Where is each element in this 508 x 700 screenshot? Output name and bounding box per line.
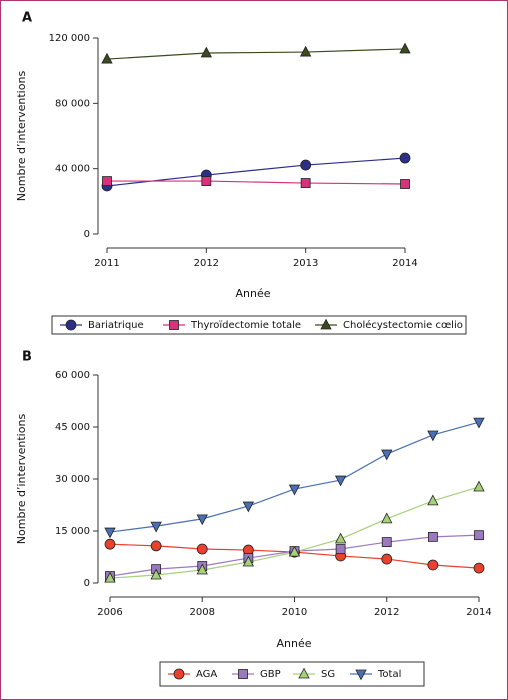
y-tick-label: 0 [84,229,90,240]
x-tick-label: 2006 [97,607,122,618]
data-point [196,514,208,526]
data-point [150,568,162,580]
data-point [334,532,347,544]
data-point [381,449,393,461]
y-axis-title: Nombre d’interventions [15,414,28,545]
data-point [196,543,208,555]
x-tick-label: 2012 [374,607,399,618]
legend-label: Thyroïdectomie totale [190,320,301,331]
panel-label: A [22,11,32,26]
data-point [381,512,393,524]
data-point [427,430,439,442]
x-tick-label: 2014 [466,607,491,618]
legend-label: GBP [260,669,281,680]
legend-label: SG [321,669,335,680]
x-axis-title: Année [276,637,311,650]
x-tick-label: 2008 [190,607,215,618]
y-tick-label: 15 000 [55,526,90,537]
series-line [109,421,480,533]
y-axis-title: Nombre d’interventions [15,71,28,202]
x-tick-label: 2011 [94,258,119,269]
legend-label: AGA [196,669,217,680]
y-tick-label: 30 000 [55,474,90,485]
legend-marker [173,668,185,680]
y-tick-label: 40 000 [55,164,90,175]
y-tick-label: 60 000 [55,370,90,381]
data-point [474,530,484,541]
data-point [150,521,162,533]
data-point [473,480,485,492]
legend [51,315,467,335]
data-point [300,159,312,171]
legend-marker [298,667,310,679]
y-tick-label: 45 000 [55,422,90,433]
data-point [334,475,347,487]
data-point [399,152,411,164]
data-point [335,544,346,554]
data-point [150,540,162,552]
x-tick-label: 2013 [293,258,318,269]
data-point [473,417,485,429]
series-line [109,486,480,579]
data-point [427,531,438,542]
data-point [473,562,485,574]
x-tick-label: 2012 [194,258,219,269]
series-line [106,48,406,60]
data-point [201,176,212,186]
x-axis-title: Année [235,287,270,300]
data-point [427,494,439,506]
legend-marker [320,318,332,330]
y-tick-label: 80 000 [55,98,90,109]
data-point [196,563,208,575]
data-point [300,45,312,57]
data-point [242,501,255,513]
x-tick-label: 2014 [392,258,417,269]
data-point [200,46,212,58]
data-point [399,42,411,54]
legend-marker [65,319,77,331]
data-point [288,545,301,557]
panel-label: B [22,350,32,365]
data-point [104,571,116,583]
data-point [381,553,393,565]
legend-marker [169,320,179,330]
legend-label: Bariatrique [88,320,144,331]
legend-marker [355,669,367,681]
data-point [242,555,255,567]
data-point [427,559,439,571]
x-tick-label: 2010 [282,607,307,618]
y-tick-label: 120 000 [49,33,90,44]
data-point [381,537,392,547]
legend-label: Cholécystectomie cœlio [343,319,463,331]
series-line [107,180,406,185]
legend-label: Total [377,669,401,680]
data-point [300,178,311,188]
legend [159,661,425,687]
y-tick-label: 0 [84,578,90,589]
data-point [104,527,116,539]
data-point [102,176,112,186]
legend-marker [238,669,248,679]
data-point [104,538,116,550]
data-point [288,484,301,496]
data-point [400,179,410,189]
data-point [101,52,113,64]
